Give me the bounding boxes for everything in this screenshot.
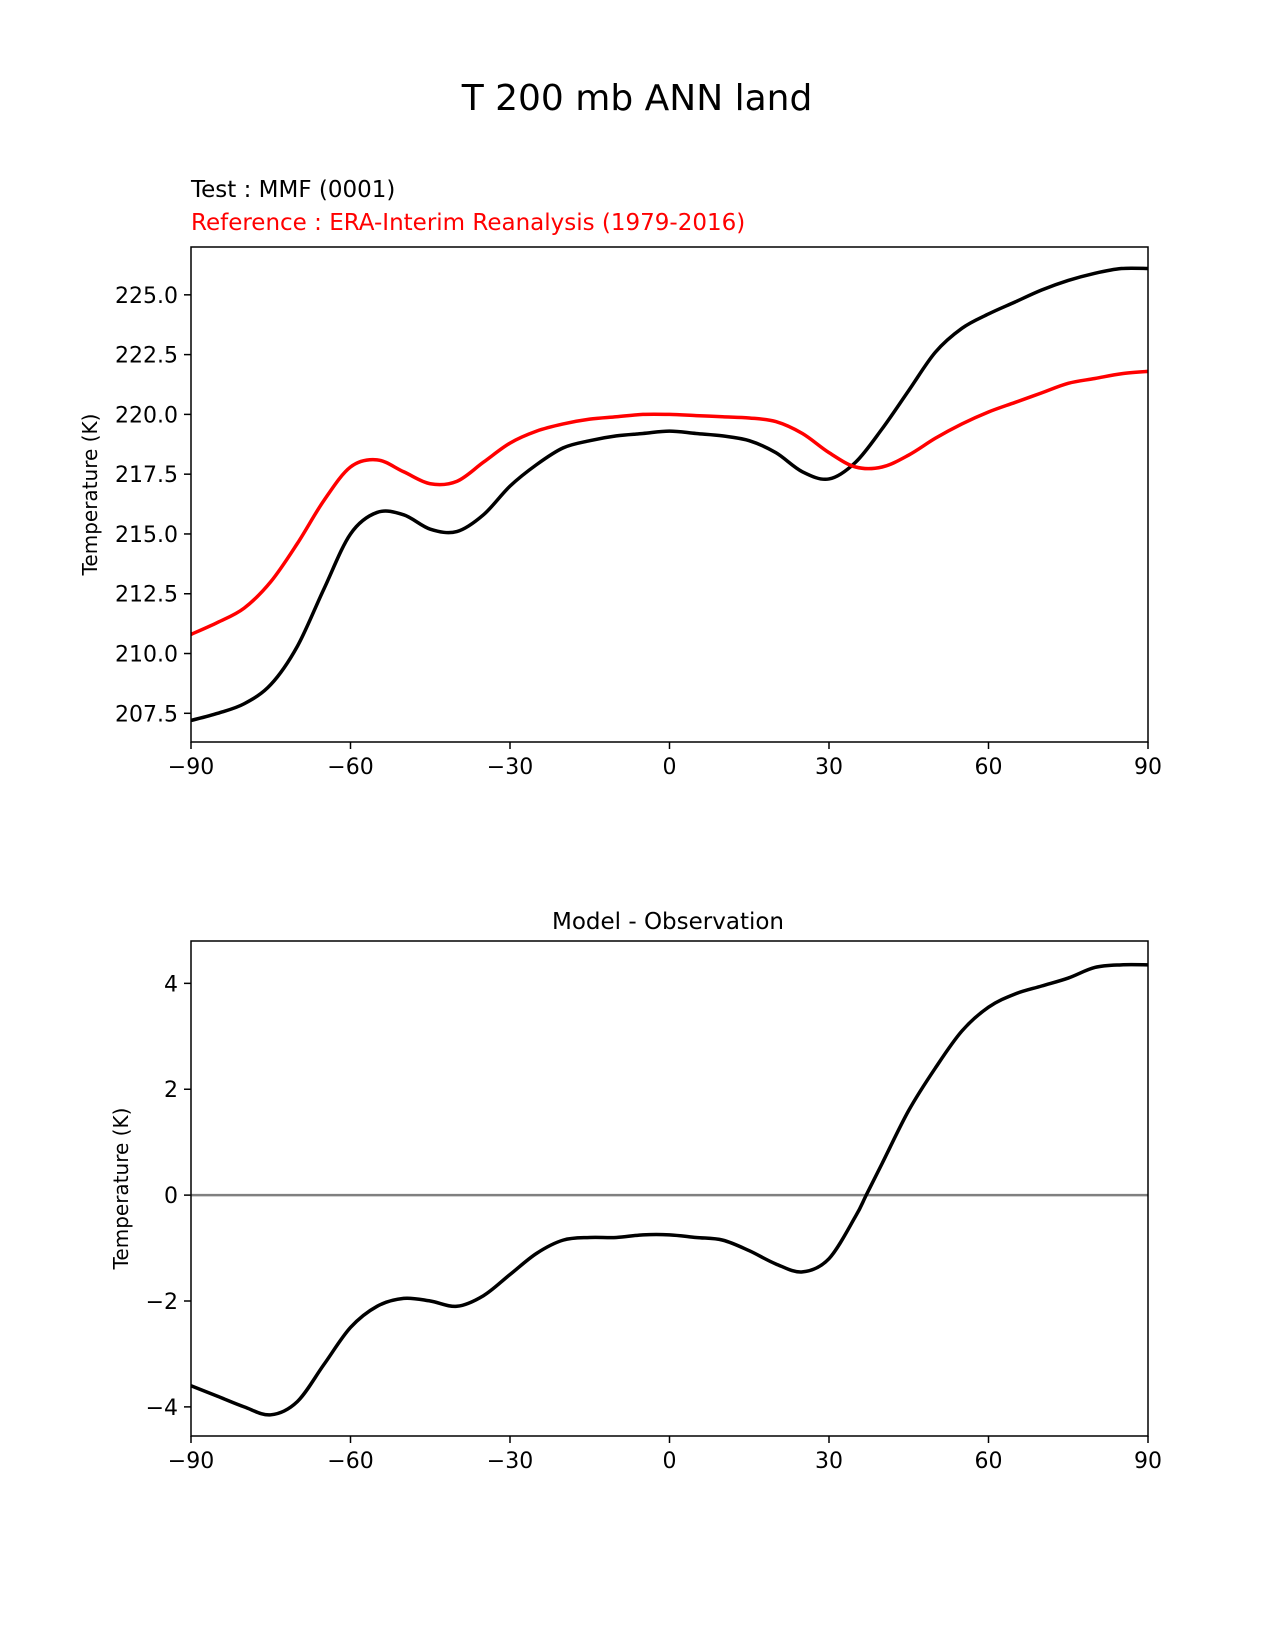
top-chart-panel: −90 −60 −30 0 30 60 90 207.5 210.0 212.5 215.0 217.… (78, 246, 1162, 780)
x-tick-label: 60 (975, 755, 1003, 780)
y-tick-label: −2 (146, 1290, 178, 1315)
y-tick-label: 215.0 (115, 523, 178, 548)
y-tick-label: 210.0 (115, 643, 178, 668)
x-tick-label: 30 (815, 755, 843, 780)
y-tick-label: 225.0 (115, 284, 178, 309)
y-tick-label: 207.5 (115, 702, 178, 727)
x-tick-label: −90 (168, 755, 214, 780)
x-tick-label: 0 (663, 1449, 677, 1474)
y-tick-label: 220.0 (115, 403, 178, 428)
test-label: Test : MMF (0001) (190, 177, 395, 203)
x-tick-label: 30 (815, 1449, 843, 1474)
y-tick-label: 0 (164, 1184, 178, 1209)
x-tick-label: 90 (1134, 1449, 1162, 1474)
y-tick-label: 222.5 (115, 344, 178, 369)
x-tick-label: −30 (487, 755, 533, 780)
figure-title: T 200 mb ANN land (461, 78, 813, 119)
reference-label: Reference : ERA-Interim Reanalysis (1979… (191, 210, 745, 236)
difference-chart-panel: −90 −60 −30 0 30 60 90 −4 −2 0 2 4 Temperature (K) (109, 940, 1162, 1474)
x-tick-label: −60 (327, 755, 373, 780)
series-line-difference (191, 962, 1148, 1417)
y-axis-label: Temperature (K) (78, 414, 102, 577)
x-tick-label: −30 (487, 1449, 533, 1474)
y-tick-label: 212.5 (115, 583, 178, 608)
series-line-reference (191, 369, 1148, 637)
x-tick-label: 90 (1134, 755, 1162, 780)
x-tick-label: −60 (327, 1449, 373, 1474)
series-line-test (191, 266, 1148, 723)
y-tick-label: 2 (164, 1078, 178, 1103)
y-tick-label: 217.5 (115, 463, 178, 488)
y-tick-label: 4 (164, 972, 178, 997)
x-tick-label: 0 (663, 755, 677, 780)
y-axis-label: Temperature (K) (109, 1108, 133, 1271)
x-tick-label: −90 (168, 1449, 214, 1474)
bottom-chart-title: Model - Observation (552, 909, 784, 935)
x-tick-label: 60 (975, 1449, 1003, 1474)
y-tick-label: −4 (146, 1396, 178, 1421)
